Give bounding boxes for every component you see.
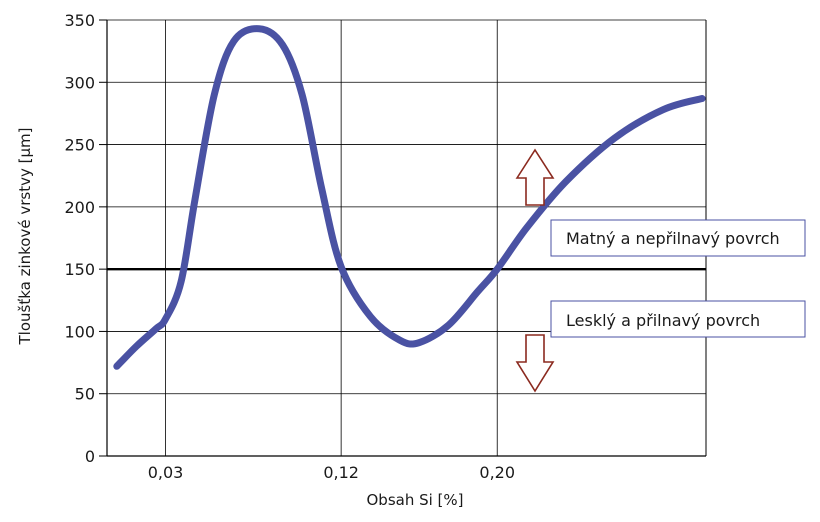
y-tick-label: 300 bbox=[64, 73, 95, 92]
annotation-matt-text: Matný a nepřilnavý povrch bbox=[566, 229, 780, 248]
y-tick-label: 100 bbox=[64, 322, 95, 341]
series-line bbox=[113, 25, 706, 370]
y-axis-ticks: 0 50 100 150 200 250 300 350 bbox=[64, 11, 107, 466]
annotation-matt: Matný a nepřilnavý povrch bbox=[550, 219, 806, 257]
y-tick-label: 200 bbox=[64, 198, 95, 217]
arrow-up bbox=[515, 148, 555, 206]
y-tick-label: 250 bbox=[64, 136, 95, 155]
x-tick-label: 0,20 bbox=[479, 463, 515, 482]
x-tick-label: 0,03 bbox=[148, 463, 184, 482]
arrow-down bbox=[515, 334, 555, 393]
y-axis-label: Tloušťka zinkové vrstvy [µm] bbox=[16, 128, 34, 346]
annotation-glossy-text: Lesklý a přilnavý povrch bbox=[566, 311, 760, 330]
x-axis-label: Obsah Si [%] bbox=[366, 491, 463, 509]
x-axis-ticks: 0,03 0,12 0,20 bbox=[148, 463, 515, 482]
y-tick-label: 50 bbox=[75, 385, 95, 404]
y-tick-label: 350 bbox=[64, 11, 95, 30]
y-tick-label: 0 bbox=[85, 447, 95, 466]
annotation-glossy: Lesklý a přilnavý povrch bbox=[550, 300, 806, 338]
x-tick-label: 0,12 bbox=[323, 463, 359, 482]
y-tick-label: 150 bbox=[64, 260, 95, 279]
